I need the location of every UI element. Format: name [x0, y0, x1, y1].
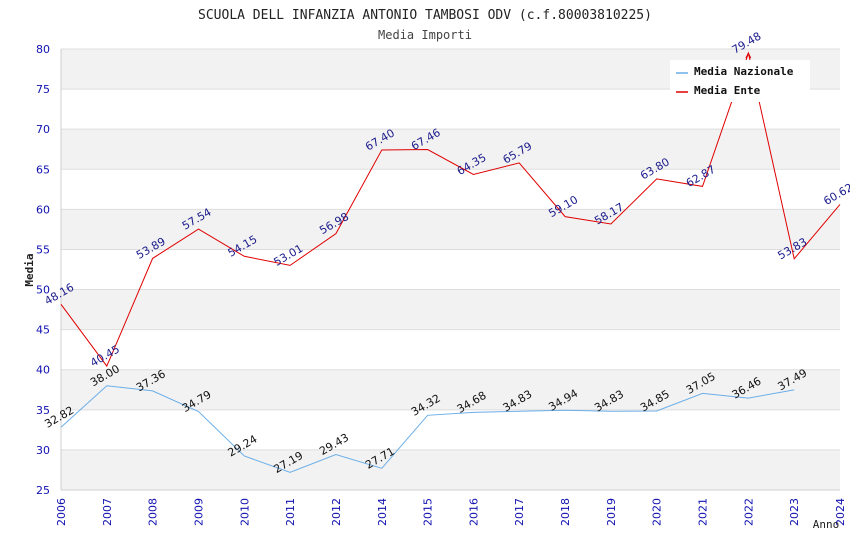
x-tick-label: 2006 — [55, 498, 68, 526]
y-tick-label: 55 — [36, 243, 50, 256]
x-tick-label: 2021 — [697, 498, 710, 526]
plot-frame — [60, 49, 840, 491]
chart-subtitle: Media Importi — [378, 28, 472, 42]
y-tick-label: 45 — [36, 324, 50, 337]
grid-bands — [61, 49, 840, 490]
x-tick-label: 2023 — [788, 498, 801, 526]
grid-band — [61, 369, 840, 410]
y-tick-label: 40 — [36, 364, 50, 377]
legend: Media Nazionale Media Ente — [670, 60, 810, 102]
y-tick-label: 65 — [36, 163, 50, 176]
x-tick-label: 2022 — [742, 498, 755, 526]
x-tick-label: 2014 — [376, 498, 389, 526]
x-tick-label: 2020 — [651, 498, 664, 526]
x-tick-label: 2010 — [238, 498, 251, 526]
y-tick-label: 60 — [36, 203, 50, 216]
y-tick-label: 70 — [36, 123, 50, 136]
grid-band — [61, 129, 840, 170]
y-axis-ticks: 25 30 35 40 45 50 55 60 65 70 75 80 — [36, 43, 50, 497]
y-tick-label: 75 — [36, 83, 50, 96]
x-tick-label: 2009 — [192, 498, 205, 526]
x-tick-label: 2008 — [147, 498, 160, 526]
grid-band — [61, 209, 840, 250]
y-axis-label: Media — [23, 253, 36, 286]
chart-title: SCUOLA DELL INFANZIA ANTONIO TAMBOSI ODV… — [198, 8, 652, 23]
x-tick-label: 2017 — [513, 498, 526, 526]
x-tick-label: 2019 — [605, 498, 618, 526]
y-tick-label: 35 — [36, 404, 50, 417]
series-line-media-ente — [60, 51, 841, 368]
x-tick-label: 2015 — [422, 498, 435, 526]
grid-band — [61, 289, 840, 330]
x-tick-label: 2011 — [284, 498, 297, 526]
peak-arrow-marker — [745, 52, 752, 59]
y-tick-label: 50 — [36, 284, 50, 297]
y-tick-label: 30 — [36, 444, 50, 457]
x-tick-label: 2007 — [101, 498, 114, 526]
data-label: 60.62 — [821, 181, 850, 208]
x-tick-label: 2024 — [834, 498, 847, 526]
grid-band — [61, 449, 840, 490]
series-line-media-nazionale — [60, 385, 795, 473]
x-tick-label: 2018 — [559, 498, 572, 526]
series-lines — [60, 51, 841, 473]
y-tick-label: 25 — [36, 484, 50, 497]
x-tick-label: 2016 — [467, 498, 480, 526]
grid-lines — [61, 48, 840, 491]
x-axis-ticks: 2006 2007 2008 2009 2010 2011 2012 2014 2015 2016… — [55, 498, 847, 526]
y-tick-label: 80 — [36, 43, 50, 56]
x-axis-label: Anno — [813, 518, 840, 531]
legend-label-media-ente: Media Ente — [694, 84, 761, 97]
legend-label-media-nazionale: Media Nazionale — [694, 65, 794, 78]
x-tick-label: 2012 — [330, 498, 343, 526]
legend-box — [670, 60, 810, 102]
